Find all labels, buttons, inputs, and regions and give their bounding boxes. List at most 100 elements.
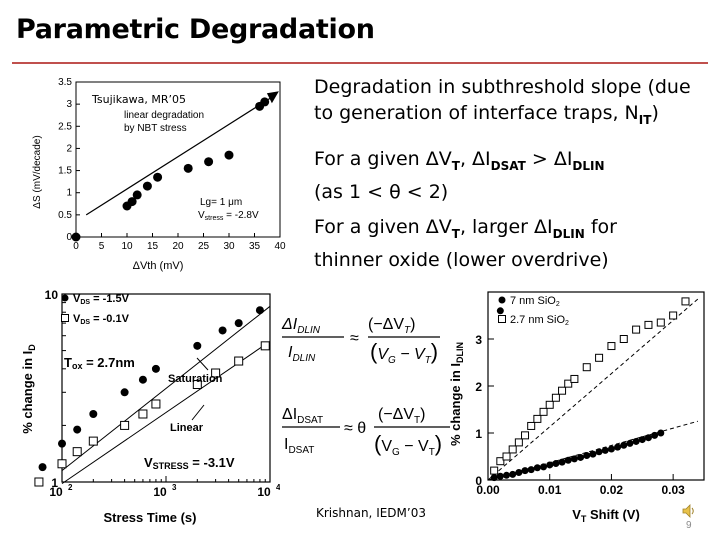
chart2-legend-open-marker: [61, 314, 69, 322]
chart3-point-thin: [595, 353, 604, 362]
chart3-legend-1: 7 nm SiO2: [510, 295, 560, 308]
chart3-xlabel-sub: T: [581, 514, 587, 524]
chart3-point-thin: [514, 438, 523, 447]
chart3-point-thin: [545, 400, 554, 409]
chart2-xlabel: Stress Time (s): [104, 510, 197, 525]
chart2-point-lin: [234, 356, 244, 366]
chart3-point-thick: [515, 468, 523, 476]
bullet-dsat-vs-dlin: For a given ΔVT, ΔIDSAT > ΔIDLIN (as 1 < …: [314, 146, 714, 205]
eq2-den: IDSAT: [284, 436, 314, 456]
chart2-label-linear: Linear: [170, 422, 204, 434]
chart3-xtick-label: 0.01: [538, 483, 562, 497]
chart2-point-sat: [234, 319, 243, 328]
chart3-ytick-label: 2: [475, 380, 482, 394]
page-number: 9: [686, 520, 692, 531]
chart2-saturation-arrow: [196, 357, 209, 371]
chart3-point-thick: [614, 443, 622, 451]
bullet-3-idl: I: [547, 216, 553, 238]
chart2-ylabel: % change in ID: [20, 344, 37, 434]
chart2-legend-1-value: = -1.5V: [90, 293, 129, 305]
chart3-legend-2-sub: 2: [565, 320, 569, 327]
speaker-icon[interactable]: [680, 502, 698, 520]
chart2-tox-sub: ox: [72, 361, 83, 371]
delta-symbol: Δ: [534, 216, 548, 238]
chart3-point-thick: [509, 470, 517, 478]
bullet-1-text: Degradation in subthreshold slope (due t…: [314, 76, 691, 124]
eq1-approx: ≈: [350, 330, 359, 347]
chart2-point-sat: [151, 364, 160, 373]
chart3-legend-1-name: 7 nm SiO: [510, 295, 556, 307]
chart3-point-thick: [570, 455, 578, 463]
chart2-tox-t: T: [64, 355, 72, 370]
chart1-annot-val: = -2.8V: [223, 210, 259, 221]
chart2-point-lin: [138, 409, 148, 419]
chart3-xlabel-v: V: [572, 507, 581, 522]
delta-symbol: Δ: [425, 148, 439, 170]
chart3-point-thick: [620, 441, 628, 449]
chart1-xtick-label: 5: [99, 241, 105, 252]
chart2-point-lin: [260, 341, 270, 351]
chart1-annot-3: Lg= 1 μm: [200, 197, 242, 208]
bullet-subthreshold-slope: Degradation in subthreshold slope (due t…: [314, 74, 714, 133]
idlin-vs-vt-shift-chart: 0.00 0.01 0.02 0.03 0 1 2 3 VT Shift (V) % chan…: [448, 291, 705, 524]
chart3-point-thick: [583, 452, 591, 460]
chart2-point-lin: [151, 399, 161, 409]
chart1-annot-4: Vstress = -2.8V: [198, 210, 259, 222]
chart3-point-thick: [490, 474, 498, 482]
chart3-xtick-label: 0.02: [600, 483, 624, 497]
chart2-point-sat: [255, 306, 264, 315]
chart3-point-thin: [490, 466, 499, 475]
bullet-3-c: for: [584, 216, 617, 238]
chart1-ytick-label: 3.5: [58, 77, 72, 88]
chart3-point-thin: [656, 318, 665, 327]
eq1-rnum: (−ΔVT): [368, 316, 415, 336]
chart2-point-sat: [218, 326, 227, 335]
chart1-ticks: 0 5 10 15 20 25 30 35 40 0 0.5 1 1.5 2 2.5 3 3.5: [58, 77, 286, 252]
chart3-point-thin: [551, 393, 560, 402]
chart3-xlabel-rest: Shift (V): [586, 507, 639, 522]
bullet-3-a: For a given: [314, 216, 426, 238]
chart2-xtick-label: 10: [257, 485, 271, 499]
chart1-point: [224, 150, 234, 160]
slide-title: Parametric Degradation: [16, 14, 375, 45]
chart2-vstress-sub: STRESS: [153, 461, 189, 471]
citation-krishnan: Krishnan, IEDM’03: [316, 506, 426, 520]
chart2-legend-1-name: V: [73, 293, 81, 305]
chart2-point-lin: [211, 368, 221, 378]
chart1-ytick-label: 0.5: [58, 210, 72, 221]
chart1-point: [71, 232, 81, 242]
chart2-xtick-exp: 3: [172, 483, 177, 492]
eq2-approx: ≈ θ: [344, 420, 366, 437]
chart2-point-sat: [73, 425, 82, 434]
chart1-points: [71, 97, 270, 242]
chart3-points: [490, 297, 690, 482]
chart2-tox-label: Tox = 2.7nm: [64, 355, 135, 371]
chart3-point-thin: [502, 452, 511, 461]
chart1-point: [142, 181, 152, 191]
chart3-point-thick: [496, 307, 504, 315]
chart3-point-thin: [669, 311, 678, 320]
chart1-xtick-label: 15: [147, 241, 159, 252]
chart1-point: [127, 197, 137, 207]
chart1-trend-line: [85, 94, 276, 216]
chart1-xtick-label: 0: [73, 241, 79, 252]
bullet-2-ids: I: [485, 148, 491, 170]
subthreshold-slope-chart: 0 5 10 15 20 25 30 35 40 0 0.5 1 1.5 2 2.5 3 3.5 ΔVth (m…: [32, 77, 286, 272]
chart2-label-saturation: Saturation: [168, 373, 223, 385]
chart3-point-thick: [607, 445, 615, 453]
delta-symbol: Δ: [553, 148, 567, 170]
bullet-2-idl: I: [566, 148, 573, 170]
chart3-ticks: 0.00 0.01 0.02 0.03 0 1 2 3: [475, 333, 685, 497]
chart3-point-thin: [533, 414, 542, 423]
chart2-ytick-label: 10: [45, 288, 59, 302]
bullet-3-b: , larger: [459, 216, 535, 238]
chart3-ylabel: % change in IDLIN: [448, 342, 465, 446]
chart3-legend-1-sub: 2: [556, 301, 560, 308]
chart3-point-thin: [558, 386, 567, 395]
chart2-vstress-v: V: [144, 455, 153, 470]
delta-symbol: Δ: [472, 148, 486, 170]
chart1-xtick-label: 30: [223, 241, 235, 252]
chart3-point-thin: [619, 335, 628, 343]
chart3-point-thick: [503, 471, 511, 479]
chart2-fit-lines: [61, 305, 271, 485]
